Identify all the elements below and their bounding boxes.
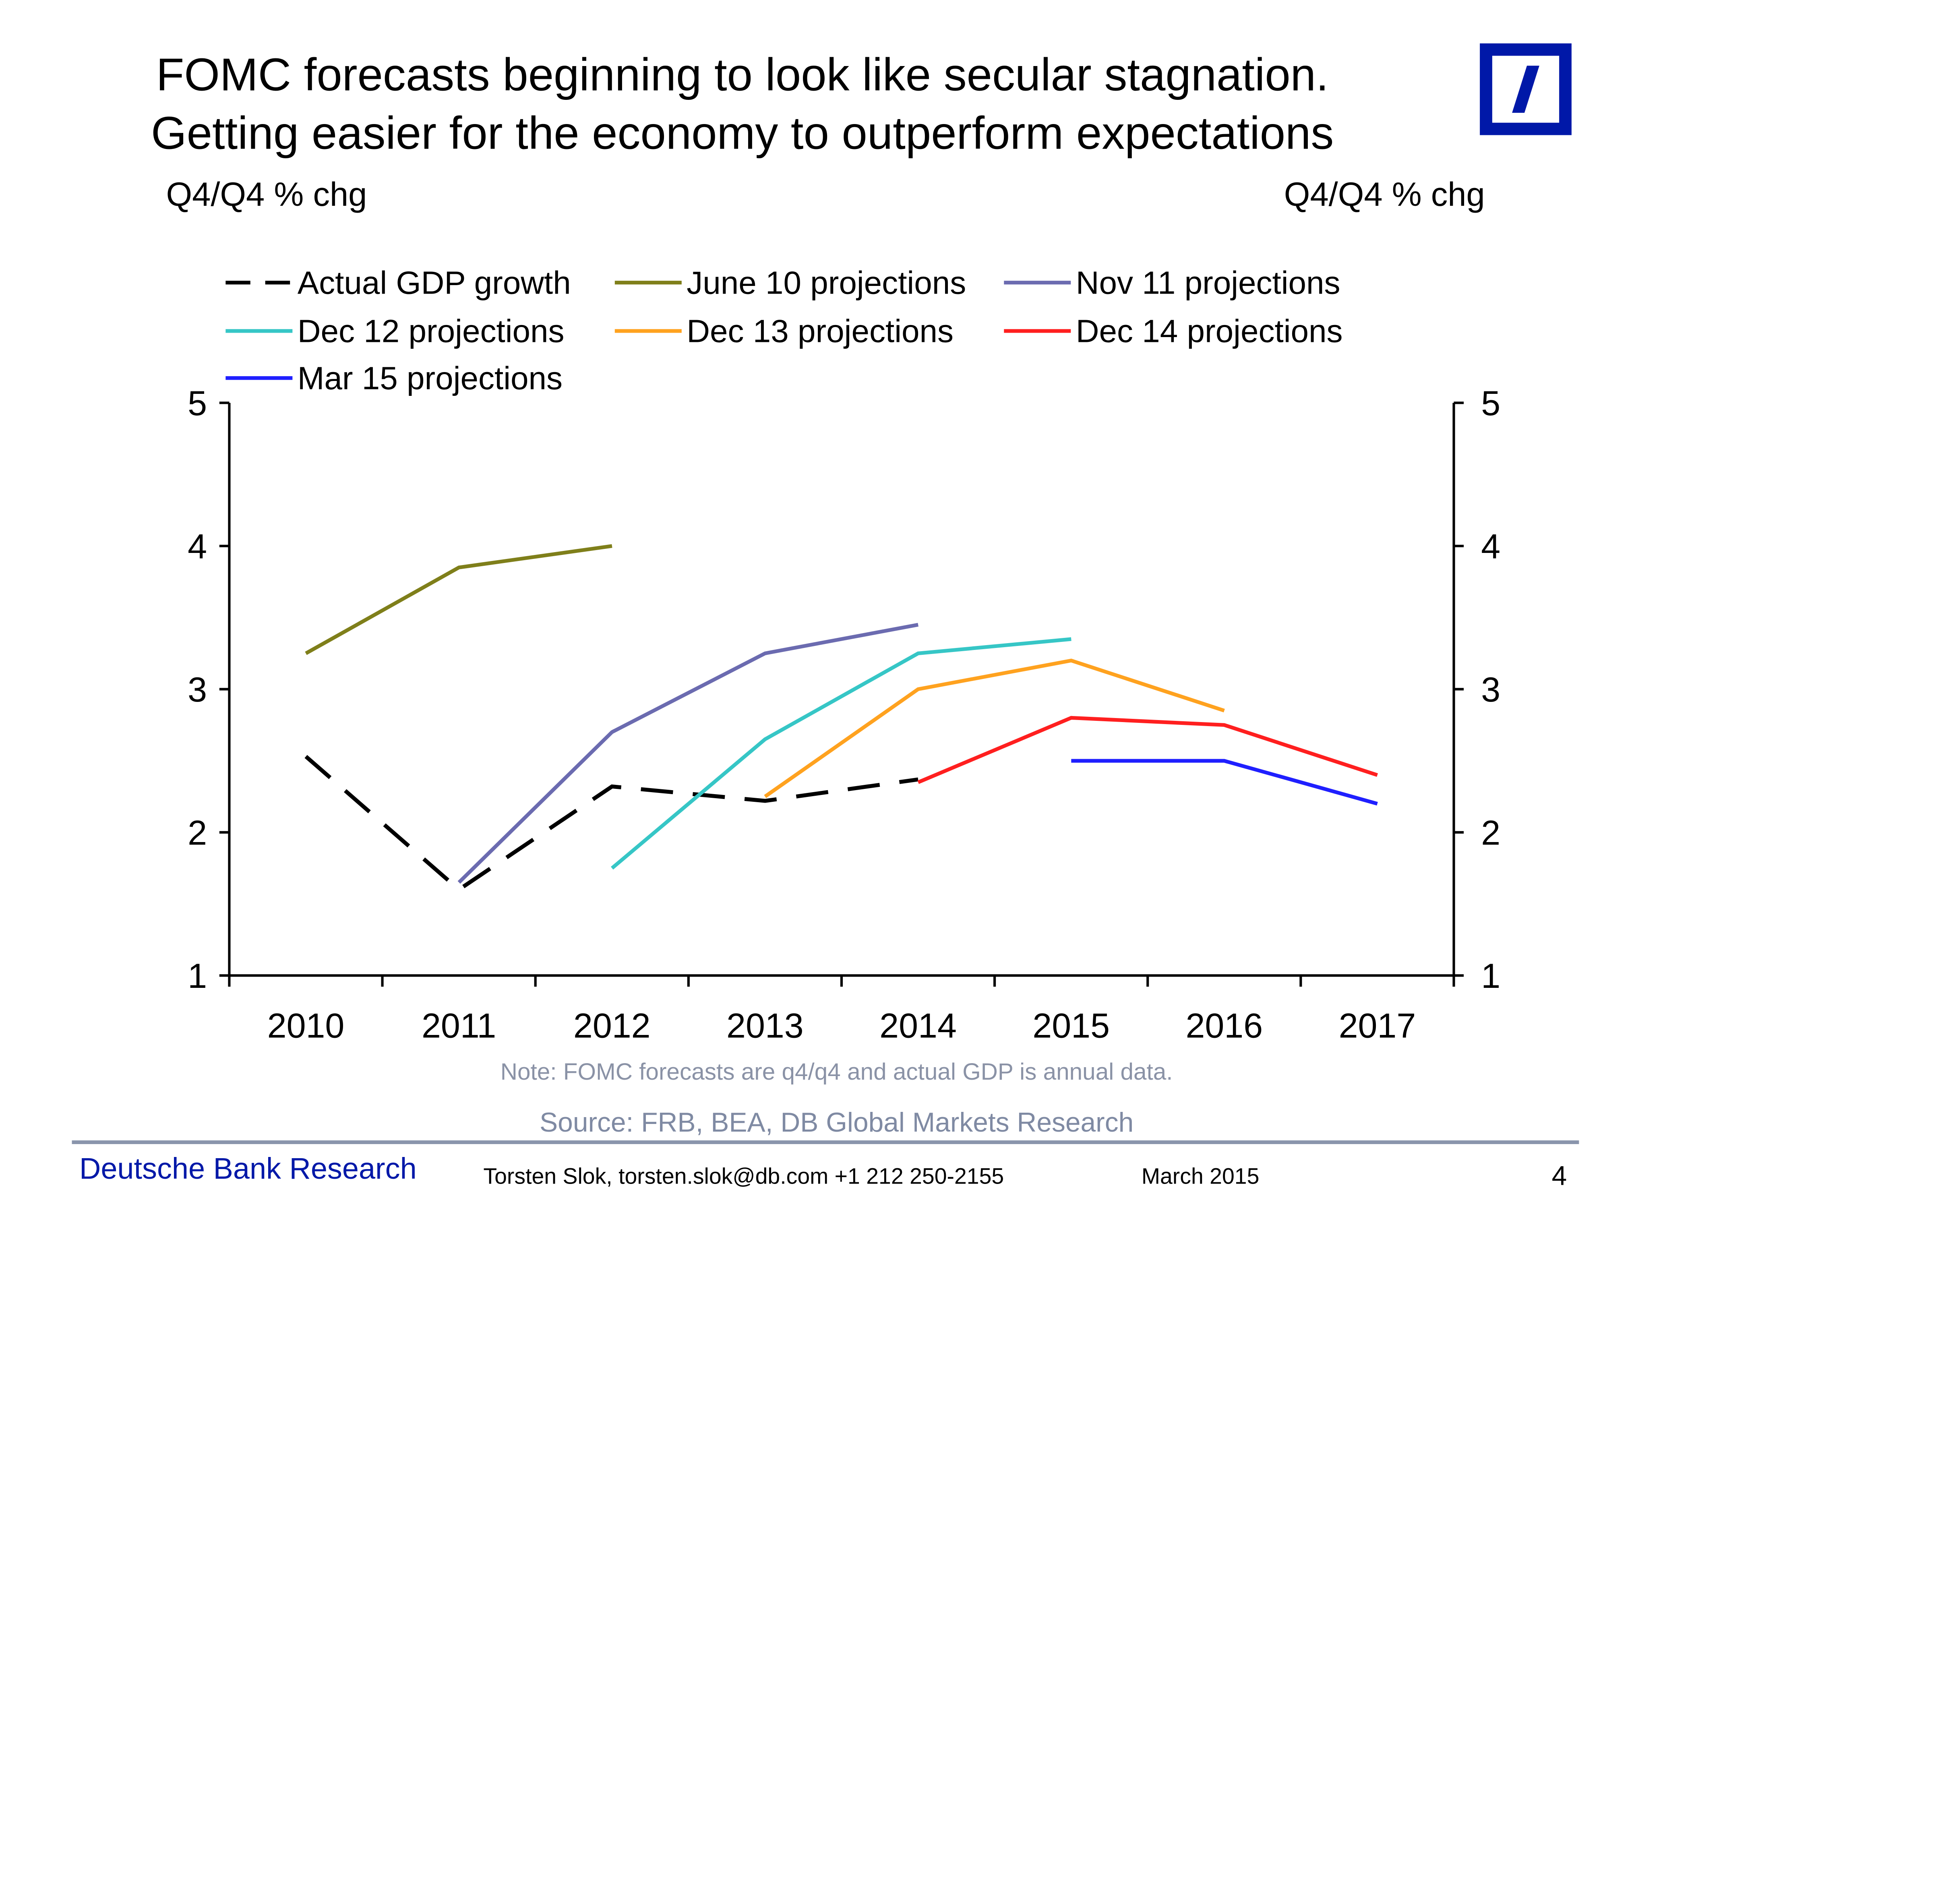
- x-tick-label: 2014: [879, 1006, 957, 1045]
- right-y-tick-label: 5: [1481, 384, 1500, 423]
- x-tick-label: 2012: [573, 1006, 651, 1045]
- deutsche-bank-logo: [1480, 43, 1572, 135]
- legend-swatch: [1004, 281, 1071, 285]
- legend-swatch: [225, 281, 293, 285]
- left-y-tick-label: 4: [188, 528, 207, 566]
- legend-swatch: [614, 329, 682, 333]
- x-tick-label: 2013: [726, 1006, 804, 1045]
- x-tick-label: 2015: [1032, 1006, 1110, 1045]
- legend-item: Dec 14 projections: [1004, 312, 1343, 350]
- left-y-tick-label: 5: [188, 384, 207, 423]
- series-line-dec-13-projections: [764, 658, 1225, 798]
- legend-label: Mar 15 projections: [297, 359, 563, 396]
- series-line-nov-11-projections: [457, 623, 919, 884]
- legend-swatch: [1004, 329, 1071, 333]
- left-y-tick-label: 2: [188, 814, 207, 853]
- logo-slash-icon: [1512, 66, 1539, 113]
- series-line-dec-12-projections: [610, 637, 1071, 870]
- legend-swatch: [614, 281, 682, 285]
- legend-item: Nov 11 projections: [1004, 263, 1340, 301]
- footer-divider: [72, 1140, 1579, 1144]
- legend-label: Dec 14 projections: [1076, 312, 1343, 349]
- chart-title-line-2: Getting easier for the economy to outper…: [151, 108, 1334, 159]
- chart-title-line-1: FOMC forecasts beginning to look like se…: [156, 50, 1329, 101]
- x-tick-label: 2016: [1185, 1006, 1263, 1045]
- series-line-dec-14-projections: [917, 716, 1378, 784]
- legend-item: Dec 13 projections: [614, 312, 954, 350]
- legend-swatch: [225, 329, 293, 333]
- left-y-tick-label: 1: [188, 957, 207, 995]
- series-line-actual-gdp-growth: [304, 755, 918, 892]
- legend-label: Dec 12 projections: [297, 312, 565, 349]
- left-y-tick-label: 3: [188, 671, 207, 709]
- footer-contact: Torsten Slok, torsten.slok@db.com +1 212…: [483, 1164, 1004, 1189]
- legend-item: Actual GDP growth: [225, 263, 571, 301]
- left-axis-unit: Q4/Q4 % chg: [166, 176, 367, 213]
- right-y-tick-label: 2: [1481, 814, 1500, 853]
- right-y-tick-label: 4: [1481, 528, 1500, 566]
- legend-item: Mar 15 projections: [225, 359, 563, 397]
- x-tick-label: 2010: [267, 1006, 345, 1045]
- legend-label: Dec 13 projections: [687, 312, 954, 349]
- line-chart: 1 1 2 2 3 3 4 4 5 5 2010 2011 2012 2013 2014 2015 2016 20…: [188, 384, 1500, 1045]
- legend-label: June 10 projections: [687, 263, 966, 301]
- x-tick-label: 2017: [1339, 1006, 1416, 1045]
- footer-brand: Deutsche Bank Research: [79, 1153, 417, 1186]
- legend-label: Actual GDP growth: [297, 263, 571, 301]
- series-line-june-10-projections: [305, 544, 612, 655]
- right-axis-unit: Q4/Q4 % chg: [1284, 176, 1485, 213]
- chart-note: Note: FOMC forecasts are q4/q4 and actua…: [500, 1060, 1173, 1086]
- right-y-tick-label: 1: [1481, 957, 1500, 995]
- chart-source: Source: FRB, BEA, DB Global Markets Rese…: [539, 1107, 1134, 1138]
- legend-item: Dec 12 projections: [225, 312, 565, 350]
- series-line-mar-15-projections: [1071, 759, 1378, 806]
- page-number: 4: [1551, 1160, 1567, 1191]
- legend-label: Nov 11 projections: [1076, 263, 1340, 301]
- legend-item: June 10 projections: [614, 263, 966, 301]
- right-y-tick-label: 3: [1481, 671, 1500, 709]
- x-tick-label: 2011: [422, 1006, 496, 1045]
- footer-date: March 2015: [1141, 1164, 1260, 1189]
- legend-swatch: [225, 376, 293, 380]
